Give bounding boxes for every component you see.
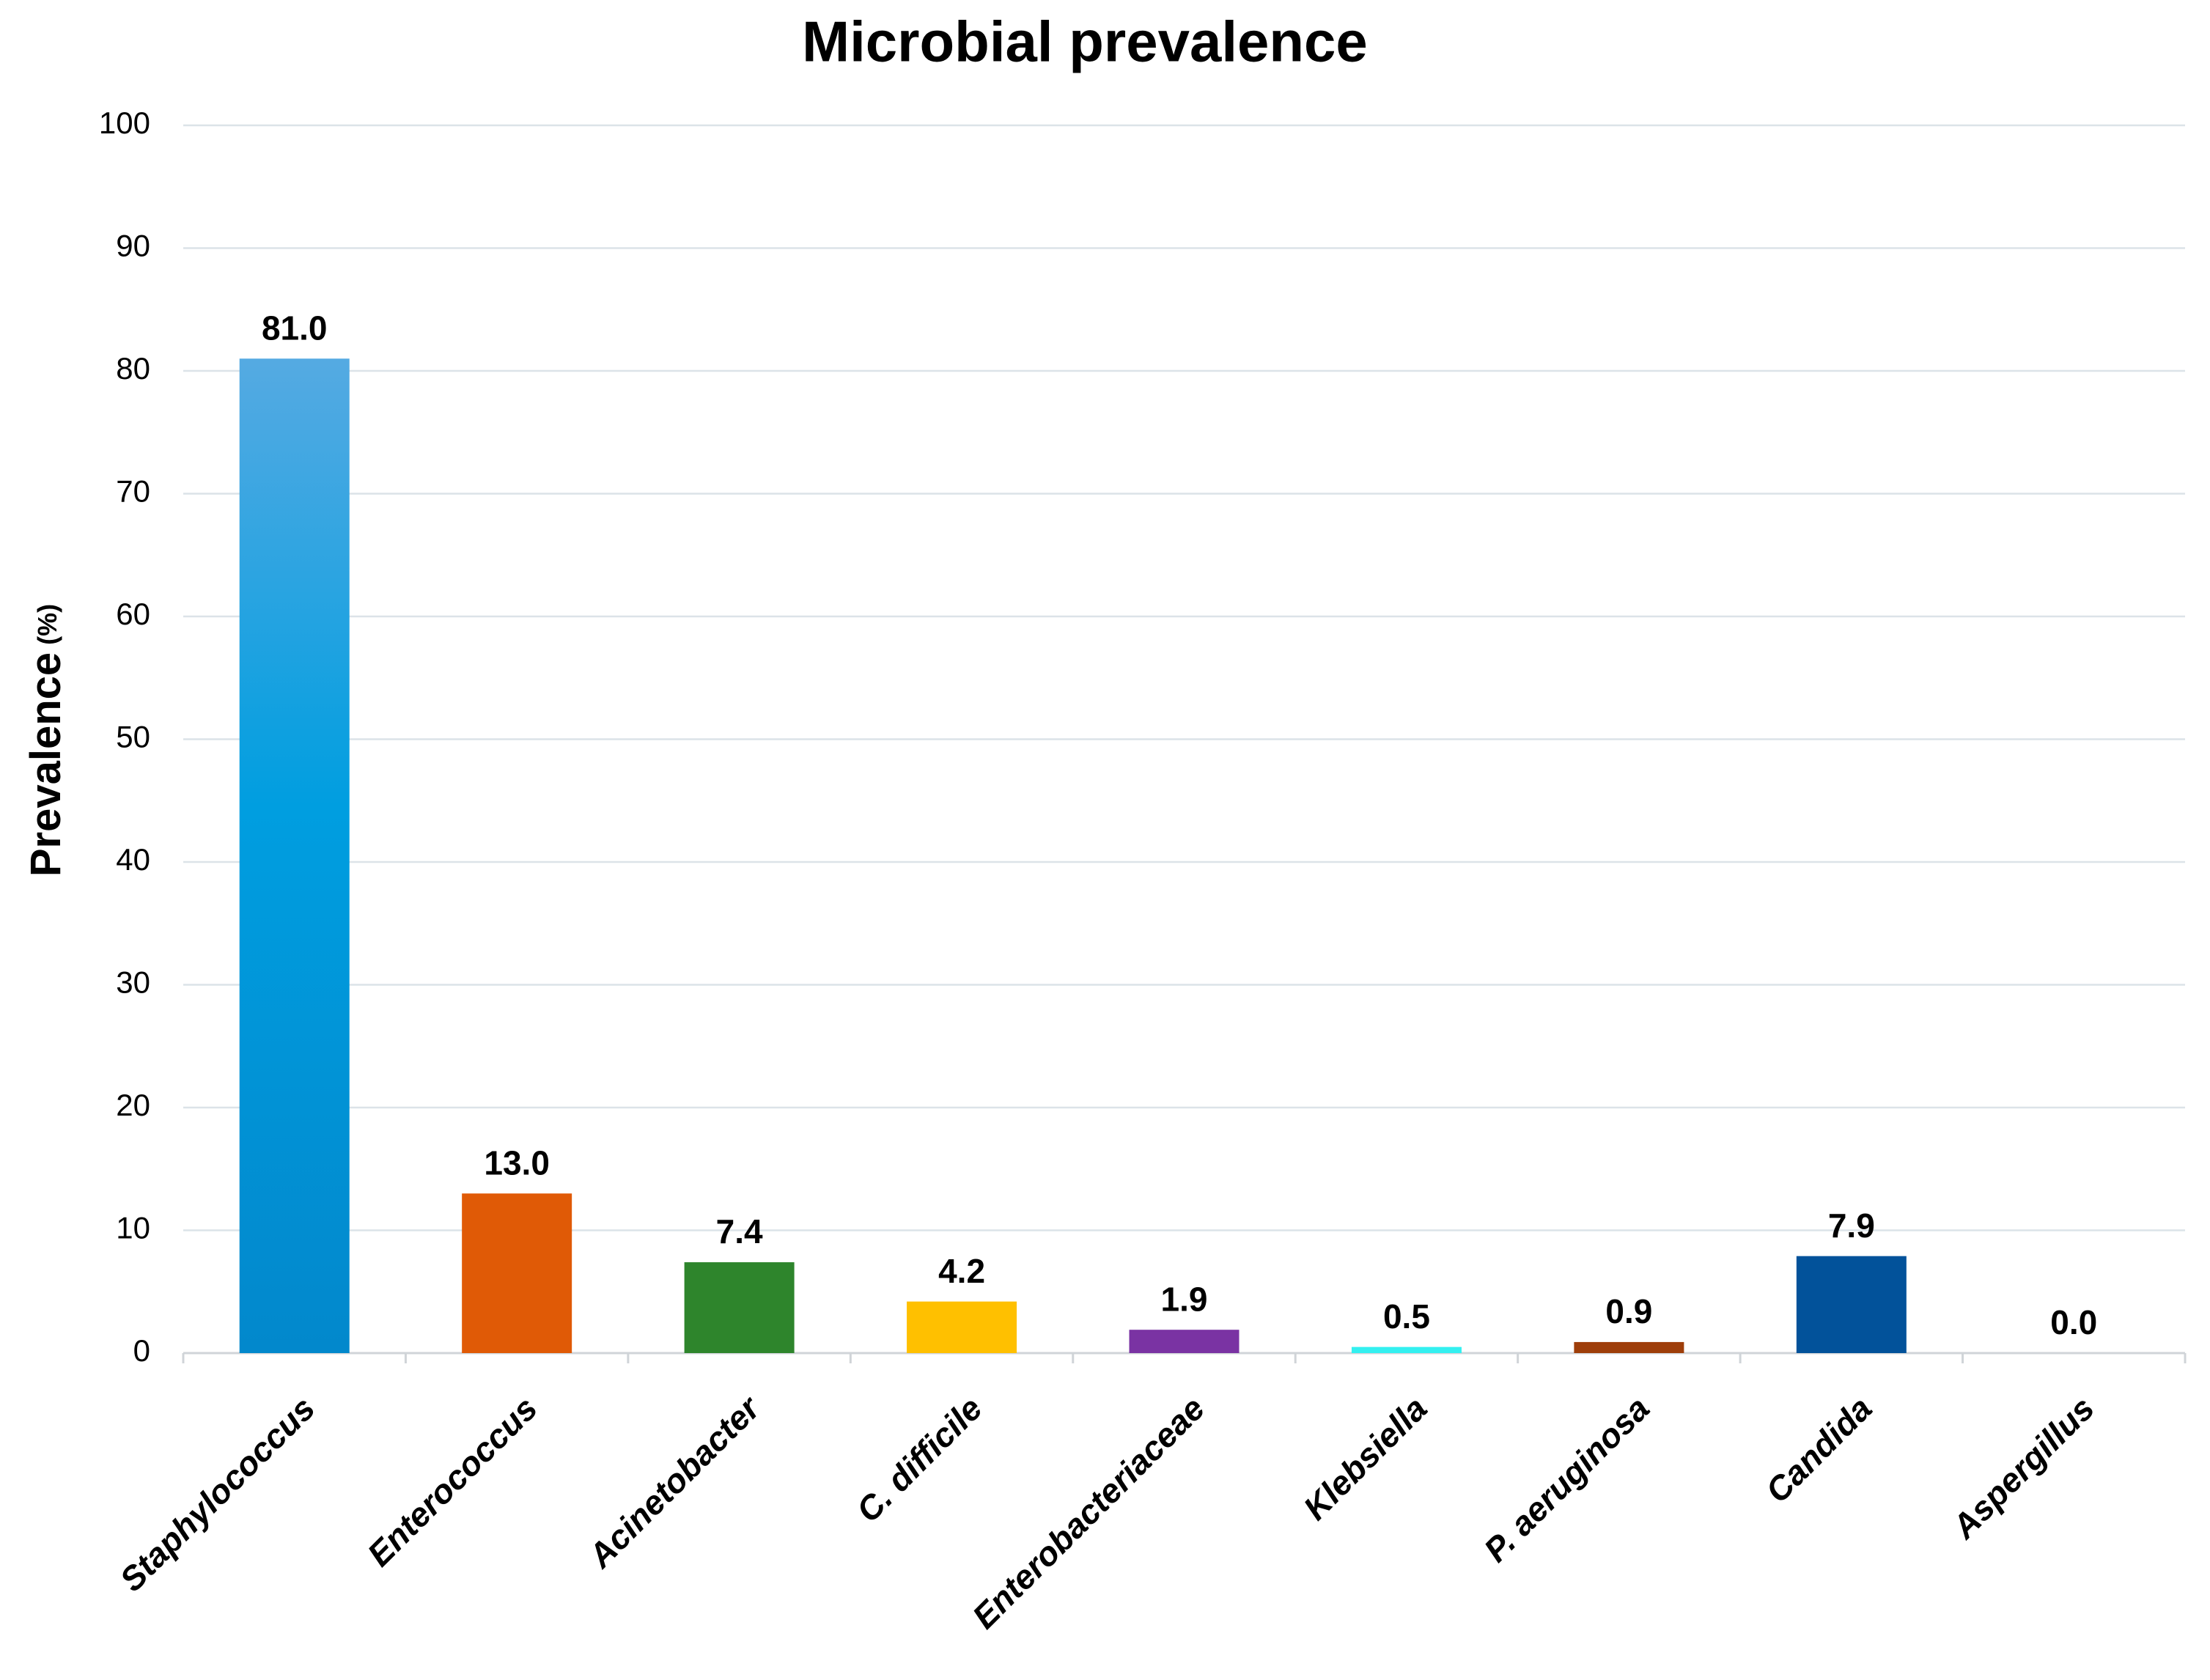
bar <box>239 358 350 1353</box>
data-label: 7.9 <box>1828 1206 1875 1245</box>
y-axis-title: Prevalence <box>22 652 70 877</box>
x-tick-label: Acinetobacter <box>581 1388 768 1575</box>
bar <box>684 1262 795 1353</box>
data-label: 0.0 <box>2050 1303 2097 1341</box>
data-label: 81.0 <box>262 309 328 347</box>
chart-title: Microbial prevalence <box>802 10 1368 74</box>
bar <box>1796 1256 1907 1353</box>
data-label: 4.2 <box>938 1252 985 1290</box>
x-tick-label: Enterococcus <box>360 1389 545 1574</box>
y-tick-label: 100 <box>99 106 150 140</box>
y-tick-label: 30 <box>116 965 150 1000</box>
y-axis-unit: (%) <box>32 604 62 645</box>
x-tick-label: C. difficile <box>849 1389 990 1530</box>
bar <box>462 1193 572 1353</box>
bar <box>1351 1346 1462 1353</box>
y-tick-label: 70 <box>116 474 150 509</box>
y-axis-label: Prevalence (%) <box>22 604 70 877</box>
x-tick-label: Enterobacteriaceae <box>965 1389 1212 1636</box>
y-tick-label: 0 <box>133 1333 150 1368</box>
data-label: 0.5 <box>1383 1297 1430 1335</box>
y-tick-label: 60 <box>116 597 150 631</box>
bar <box>1574 1341 1684 1353</box>
data-label: 13.0 <box>484 1143 550 1182</box>
data-label: 7.4 <box>716 1212 763 1250</box>
bar <box>1129 1330 1240 1353</box>
x-tick-label: Staphylococcus <box>112 1389 322 1599</box>
y-tick-label: 80 <box>116 351 150 386</box>
y-tick-label: 90 <box>116 229 150 263</box>
x-tick-label: P. aeruginosa <box>1476 1389 1657 1569</box>
y-tick-label: 50 <box>116 720 150 754</box>
x-tick-label: Aspergillus <box>1944 1389 2102 1547</box>
data-label: 0.9 <box>1605 1292 1652 1330</box>
x-tick-label: Candida <box>1758 1389 1879 1510</box>
x-tick-label: Klebsiella <box>1296 1389 1434 1528</box>
y-tick-label: 20 <box>116 1088 150 1122</box>
y-tick-label: 40 <box>116 842 150 877</box>
y-tick-label: 10 <box>116 1211 150 1245</box>
data-label: 1.9 <box>1161 1280 1208 1318</box>
bar <box>907 1301 1017 1353</box>
